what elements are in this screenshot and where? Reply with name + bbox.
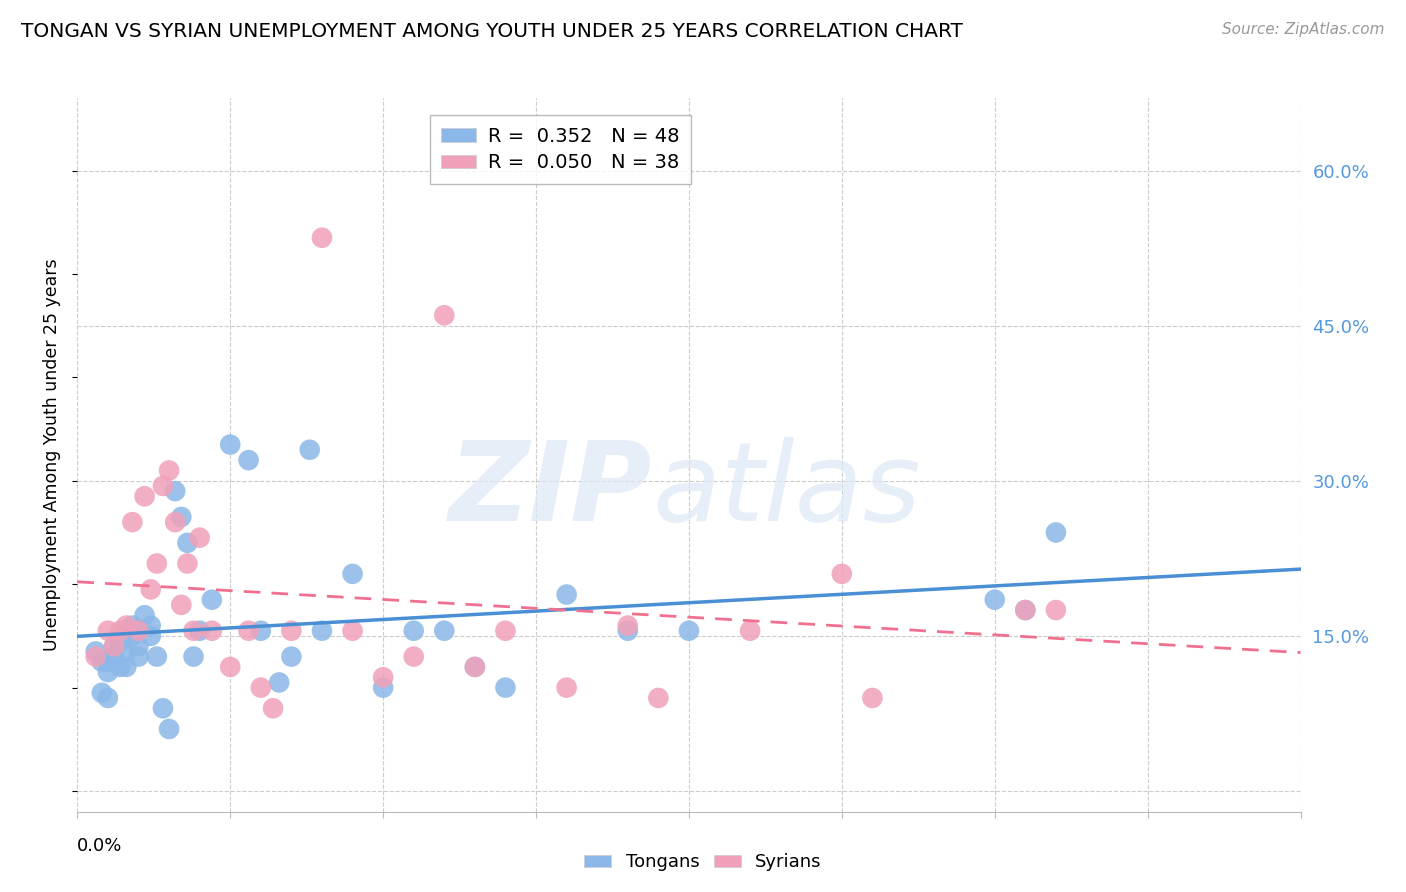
Point	[170, 598, 193, 612]
Point	[262, 701, 284, 715]
Point	[115, 644, 138, 658]
Point	[152, 479, 174, 493]
Point	[464, 660, 486, 674]
Point	[115, 660, 138, 674]
Point	[280, 649, 302, 664]
Point	[280, 624, 302, 638]
Point	[146, 557, 169, 571]
Point	[201, 624, 224, 638]
Point	[152, 701, 174, 715]
Point	[1045, 603, 1067, 617]
Point	[115, 624, 138, 638]
Point	[495, 681, 517, 695]
Point	[90, 686, 112, 700]
Point	[1045, 525, 1067, 540]
Legend: Tongans, Syrians: Tongans, Syrians	[576, 847, 830, 879]
Point	[647, 690, 669, 705]
Point	[311, 231, 333, 245]
Point	[128, 649, 150, 664]
Legend: R =  0.352   N = 48, R =  0.050   N = 38: R = 0.352 N = 48, R = 0.050 N = 38	[430, 115, 692, 184]
Point	[183, 649, 205, 664]
Point	[176, 557, 198, 571]
Point	[108, 634, 131, 648]
Point	[402, 649, 425, 664]
Point	[128, 639, 150, 653]
Point	[831, 566, 853, 581]
Point	[984, 592, 1007, 607]
Point	[97, 665, 120, 679]
Point	[103, 649, 125, 664]
Point	[371, 670, 394, 684]
Point	[201, 592, 224, 607]
Point	[146, 649, 169, 664]
Text: atlas: atlas	[652, 437, 921, 544]
Point	[121, 629, 143, 643]
Point	[134, 608, 156, 623]
Point	[139, 582, 162, 597]
Point	[311, 624, 333, 638]
Point	[250, 624, 273, 638]
Point	[165, 515, 187, 529]
Point	[402, 624, 425, 638]
Point	[84, 649, 107, 664]
Point	[555, 681, 578, 695]
Point	[298, 442, 321, 457]
Point	[862, 690, 884, 705]
Point	[115, 618, 138, 632]
Point	[157, 722, 180, 736]
Point	[183, 624, 205, 638]
Point	[97, 690, 120, 705]
Point	[188, 624, 211, 638]
Point	[555, 588, 578, 602]
Point	[238, 624, 260, 638]
Point	[495, 624, 517, 638]
Point	[97, 624, 120, 638]
Point	[678, 624, 700, 638]
Point	[108, 624, 131, 638]
Text: ZIP: ZIP	[449, 437, 652, 544]
Point	[238, 453, 260, 467]
Point	[128, 624, 150, 638]
Point	[84, 644, 107, 658]
Point	[250, 681, 273, 695]
Point	[617, 618, 640, 632]
Point	[176, 536, 198, 550]
Point	[103, 639, 125, 653]
Text: Source: ZipAtlas.com: Source: ZipAtlas.com	[1222, 22, 1385, 37]
Point	[617, 624, 640, 638]
Point	[103, 639, 125, 653]
Point	[188, 531, 211, 545]
Point	[157, 463, 180, 477]
Point	[170, 510, 193, 524]
Point	[139, 618, 162, 632]
Text: TONGAN VS SYRIAN UNEMPLOYMENT AMONG YOUTH UNDER 25 YEARS CORRELATION CHART: TONGAN VS SYRIAN UNEMPLOYMENT AMONG YOUT…	[21, 22, 963, 41]
Point	[134, 489, 156, 503]
Point	[108, 660, 131, 674]
Point	[121, 618, 143, 632]
Point	[219, 660, 242, 674]
Text: 0.0%: 0.0%	[77, 837, 122, 855]
Point	[433, 308, 456, 322]
Point	[342, 624, 364, 638]
Point	[219, 437, 242, 451]
Point	[1014, 603, 1036, 617]
Point	[139, 629, 162, 643]
Point	[342, 566, 364, 581]
Y-axis label: Unemployment Among Youth under 25 years: Unemployment Among Youth under 25 years	[44, 259, 62, 651]
Point	[464, 660, 486, 674]
Point	[269, 675, 291, 690]
Point	[1014, 603, 1036, 617]
Point	[121, 515, 143, 529]
Point	[433, 624, 456, 638]
Point	[371, 681, 394, 695]
Point	[97, 655, 120, 669]
Point	[90, 655, 112, 669]
Point	[165, 484, 187, 499]
Point	[740, 624, 762, 638]
